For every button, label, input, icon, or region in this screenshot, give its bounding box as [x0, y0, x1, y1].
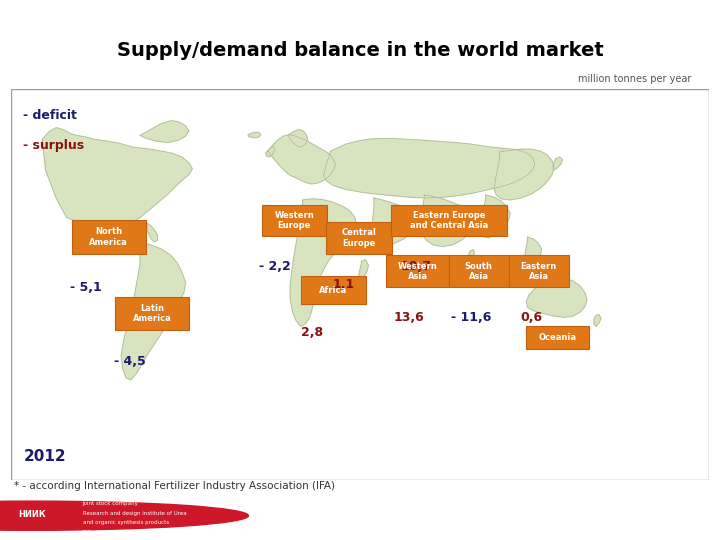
Text: Eastern
Asia: Eastern Asia [521, 262, 557, 281]
Polygon shape [248, 132, 261, 138]
Polygon shape [324, 139, 534, 198]
Text: - 2,2: - 2,2 [258, 260, 290, 273]
Text: 1,1: 1,1 [332, 278, 354, 291]
Text: Western
Asia: Western Asia [397, 262, 438, 281]
Polygon shape [266, 146, 275, 157]
Polygon shape [525, 237, 541, 264]
Polygon shape [553, 157, 562, 170]
Polygon shape [468, 249, 474, 259]
FancyBboxPatch shape [509, 255, 569, 287]
Text: North
America: North America [89, 227, 128, 247]
Text: Supply/demand balance in the world market: Supply/demand balance in the world marke… [117, 41, 603, 60]
Polygon shape [268, 134, 336, 184]
Polygon shape [594, 314, 601, 326]
Text: Oceania: Oceania [539, 333, 576, 342]
Text: Research and design institute of Urea: Research and design institute of Urea [83, 511, 186, 516]
Polygon shape [42, 127, 192, 231]
Text: Africa: Africa [320, 286, 348, 295]
Polygon shape [371, 198, 418, 246]
Polygon shape [421, 195, 475, 246]
FancyBboxPatch shape [386, 255, 449, 287]
Polygon shape [494, 149, 554, 200]
Polygon shape [140, 120, 189, 143]
Text: - 4,5: - 4,5 [114, 355, 146, 368]
Text: Eastern Europe
and Central Asia: Eastern Europe and Central Asia [410, 211, 489, 230]
Text: - 5,1: - 5,1 [70, 281, 102, 294]
Polygon shape [480, 195, 510, 238]
Polygon shape [526, 278, 587, 318]
Text: - surplus: - surplus [23, 139, 84, 152]
Text: South
Asia: South Asia [465, 262, 492, 281]
Text: JSC «NIIK»: JSC «NIIK» [83, 530, 111, 535]
Text: 13,6: 13,6 [394, 311, 424, 324]
Text: Western
Europe: Western Europe [274, 211, 314, 230]
FancyBboxPatch shape [261, 205, 327, 237]
FancyBboxPatch shape [326, 222, 392, 254]
Text: and organic synthesis products: and organic synthesis products [83, 521, 169, 525]
Text: 2012: 2012 [23, 449, 66, 463]
FancyBboxPatch shape [301, 276, 366, 304]
Text: НИИК: НИИК [19, 510, 46, 519]
Text: * - according International Fertilizer Industry Association (IFA): * - according International Fertilizer I… [14, 481, 336, 491]
Text: Latin
America: Latin America [132, 303, 171, 323]
Polygon shape [359, 260, 369, 280]
Text: Central
Europe: Central Europe [342, 228, 377, 248]
Text: million tonnes per year: million tonnes per year [578, 73, 691, 84]
Polygon shape [289, 130, 307, 147]
Text: - deficit: - deficit [23, 110, 77, 123]
Text: 10,7: 10,7 [400, 260, 431, 273]
Polygon shape [540, 259, 557, 285]
Text: 2,8: 2,8 [301, 326, 323, 340]
FancyBboxPatch shape [449, 255, 509, 287]
Text: - 11,6: - 11,6 [451, 311, 491, 324]
FancyBboxPatch shape [392, 205, 508, 237]
FancyBboxPatch shape [115, 296, 189, 330]
Polygon shape [290, 199, 356, 326]
FancyBboxPatch shape [526, 326, 589, 348]
Polygon shape [147, 224, 158, 242]
Polygon shape [121, 242, 186, 380]
Text: 0,6: 0,6 [521, 311, 543, 324]
Text: Joint stock company: Joint stock company [83, 501, 139, 506]
FancyBboxPatch shape [71, 220, 145, 254]
Circle shape [0, 501, 248, 530]
